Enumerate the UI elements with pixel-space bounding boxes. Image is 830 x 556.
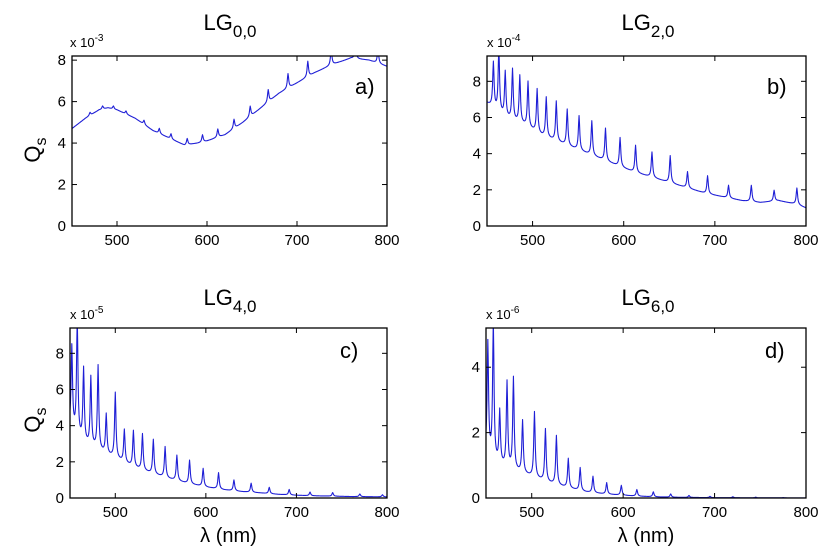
y-tick-label: 8 bbox=[473, 73, 481, 90]
chart-title: LG6,0 bbox=[622, 285, 675, 316]
x-tick-label: 500 bbox=[104, 232, 129, 249]
chart-title: LG2,0 bbox=[622, 10, 675, 41]
axes-frame bbox=[486, 55, 807, 227]
x-tick-label: 800 bbox=[793, 504, 818, 521]
axes-frame bbox=[71, 55, 388, 227]
y-tick-label: 6 bbox=[473, 109, 481, 126]
y-tick-label: 4 bbox=[56, 418, 64, 435]
chart-title: LG4,0 bbox=[204, 285, 257, 316]
x-tick-label: 500 bbox=[520, 232, 545, 249]
y-tick-label: 0 bbox=[58, 218, 66, 235]
axis-multiplier: x 10-4 bbox=[487, 33, 521, 50]
series-line bbox=[486, 328, 806, 498]
y-tick-label: 4 bbox=[472, 359, 480, 376]
x-axis-label: λ (nm) bbox=[200, 525, 257, 547]
panel-b: 500 600 700 800 0 2 4 6 8 LG2,0 x 10-4 b) bbox=[473, 10, 819, 249]
panel-label: a) bbox=[355, 74, 375, 99]
x-tick-label: 700 bbox=[702, 504, 727, 521]
x-tick-label: 600 bbox=[611, 232, 636, 249]
axis-multiplier: x 10-3 bbox=[70, 33, 104, 50]
x-tick-label: 600 bbox=[194, 232, 219, 249]
x-axis-label: λ (nm) bbox=[618, 525, 675, 547]
axes-frame bbox=[69, 327, 388, 499]
x-tick-label: 500 bbox=[103, 504, 128, 521]
series-line bbox=[72, 56, 387, 146]
y-tick-label: 8 bbox=[58, 52, 66, 69]
axis-multiplier: x 10-6 bbox=[486, 305, 520, 322]
y-axis-label: Qs bbox=[20, 137, 50, 162]
x-tick-label: 800 bbox=[374, 232, 399, 249]
y-tick-label: 6 bbox=[56, 381, 64, 398]
y-tick-label: 0 bbox=[56, 490, 64, 507]
panel-label: c) bbox=[340, 338, 358, 363]
y-tick-label: 0 bbox=[473, 218, 481, 235]
axis-multiplier: x 10-5 bbox=[70, 305, 104, 322]
x-tick-label: 800 bbox=[374, 504, 399, 521]
y-tick-label: 2 bbox=[472, 425, 480, 442]
y-tick-label: 0 bbox=[472, 490, 480, 507]
axes-frame bbox=[485, 327, 807, 499]
x-tick-label: 700 bbox=[702, 232, 727, 249]
y-tick-label: 2 bbox=[473, 182, 481, 199]
x-tick-label: 500 bbox=[519, 504, 544, 521]
y-tick-label: 4 bbox=[473, 146, 481, 163]
series-line bbox=[487, 56, 806, 209]
y-axis-label: Qs bbox=[20, 407, 50, 432]
y-tick-label: 4 bbox=[58, 135, 66, 152]
series-line bbox=[70, 328, 387, 498]
x-tick-label: 600 bbox=[193, 504, 218, 521]
panel-label: d) bbox=[765, 338, 785, 363]
x-tick-label: 700 bbox=[284, 232, 309, 249]
x-tick-label: 700 bbox=[284, 504, 309, 521]
y-tick-label: 2 bbox=[56, 454, 64, 471]
x-tick-label: 600 bbox=[611, 504, 636, 521]
panel-c: 500 600 700 800 0 2 4 6 8 LG4,0 x 10-5 c) Qs λ (nm) bbox=[20, 285, 400, 547]
panel-d: 500 600 700 800 0 2 4 LG6,0 x 10-6 d) λ (nm) bbox=[472, 285, 819, 547]
x-tick-label: 800 bbox=[793, 232, 818, 249]
panel-a: 500 600 700 800 0 2 4 6 8 LG0,0 x 10-3 a) Qs bbox=[20, 10, 400, 249]
y-tick-label: 2 bbox=[58, 177, 66, 194]
y-tick-label: 8 bbox=[56, 345, 64, 362]
y-tick-label: 6 bbox=[58, 94, 66, 111]
chart-title: LG0,0 bbox=[204, 10, 257, 41]
panel-label: b) bbox=[767, 74, 787, 99]
